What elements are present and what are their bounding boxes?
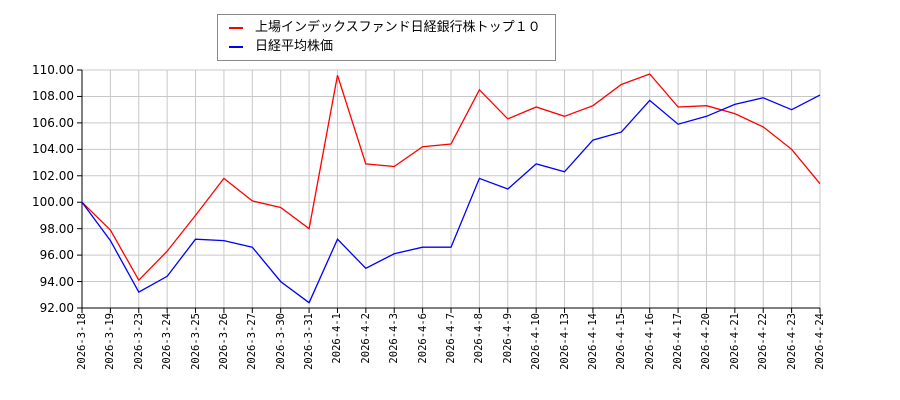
x-axis-label: 2026-4-23 [785,313,798,370]
x-axis-label: 2026-3-18 [76,313,88,370]
y-axis-label: 100.00 [32,195,74,210]
legend: 上場インデックスファンド日経銀行株トップ１０ 日経平均株価 [217,14,556,61]
x-axis-label: 2026-4-24 [814,313,826,370]
y-axis-label: 104.00 [32,142,74,157]
y-axis-label: 94.00 [39,274,74,289]
x-axis-label: 2026-3-19 [104,313,117,370]
legend-label-nikkei: 日経平均株価 [255,39,334,54]
legend-label-fund: 上場インデックスファンド日経銀行株トップ１０ [255,20,541,35]
y-axis-label: 106.00 [32,115,74,130]
x-axis-label: 2026-4-8 [473,313,486,364]
x-axis-label: 2026-4-1 [331,313,344,364]
x-axis-label: 2026-4-17 [672,313,685,370]
x-axis-label: 2026-4-15 [615,313,628,370]
y-axis-label: 92.00 [39,301,74,315]
x-axis-label: 2026-4-22 [757,313,770,370]
x-axis-label: 2026-3-27 [246,313,259,370]
legend-red-line-swatch [229,27,243,29]
x-axis-label: 2026-4-21 [728,313,741,370]
x-axis-label: 2026-4-20 [700,313,713,370]
x-axis-label: 2026-4-9 [501,313,514,364]
x-axis-label: 2026-4-7 [445,313,457,364]
x-axis-label: 2026-3-31 [303,313,316,370]
x-axis-label: 2026-4-3 [388,313,401,364]
x-axis-label: 2026-4-2 [359,313,372,364]
x-axis-label: 2026-3-23 [132,313,145,370]
y-axis-label: 96.00 [39,248,74,263]
x-axis-label: 2026-3-26 [217,313,230,370]
x-axis-label: 2026-3-25 [189,313,202,370]
legend-item-fund: 上場インデックスファンド日経銀行株トップ１０ [229,20,541,36]
axes [77,69,821,313]
legend-blue-line-swatch [229,46,243,48]
series-lines [81,73,821,304]
y-axis-label: 98.00 [39,221,74,236]
x-axis-label: 2026-4-6 [416,313,429,364]
legend-item-nikkei: 日経平均株価 [229,39,541,55]
gridlines [82,69,821,309]
x-axis-label: 2026-3-30 [274,313,287,370]
y-axis-label: 110.00 [32,63,74,77]
x-axis-label: 2026-4-10 [530,313,543,370]
x-axis-label: 2026-4-13 [558,313,571,370]
x-axis-label: 2026-4-14 [586,313,599,370]
series-nikkei-line [81,94,821,304]
x-axis-label: 2026-4-16 [643,313,656,370]
x-axis-label: 2026-3-24 [161,313,174,370]
y-axis-label: 108.00 [32,89,74,104]
y-axis-label: 102.00 [32,168,74,183]
series-fund-line [81,73,821,282]
